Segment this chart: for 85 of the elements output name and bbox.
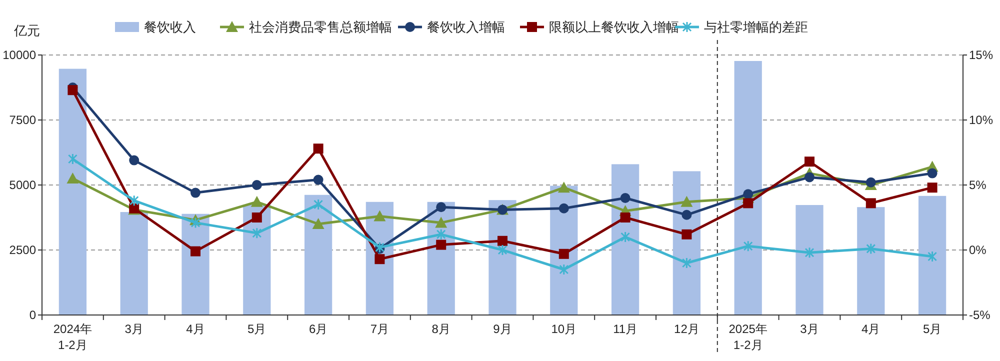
legend-label: 餐饮收入增幅 [427,20,505,35]
x-tick-label: 3月 [124,322,144,336]
y-tick-label: 2500 [9,243,36,258]
bar [918,196,946,315]
y-tick-label: 7500 [9,113,36,128]
point [866,177,876,188]
point [498,236,508,246]
point [620,231,630,243]
y-tick-label: 0 [29,308,36,322]
bar [857,207,885,315]
point [866,198,876,208]
bar [58,68,87,315]
point [374,210,386,222]
y-axis-title: 亿元 [13,23,40,38]
x-tick-label: 7月 [370,322,390,336]
x-tick-label: 10月 [551,322,577,336]
point [436,240,446,250]
point [927,182,938,193]
x-tick-label: 8月 [432,322,450,336]
y2-tick-label: -5% [969,308,991,322]
point [804,172,814,182]
x-tick-label: 2025年 1-2月 [728,322,768,352]
point [743,240,753,252]
point [129,194,139,206]
x-tick-label: 12月 [674,322,700,336]
x-tick-label: 6月 [308,322,328,336]
y-tick-label: 10000 [2,48,36,62]
point [312,218,324,229]
x-tick-label: 5月 [922,322,942,336]
point [314,198,324,210]
point [436,228,446,240]
bar [796,205,824,315]
point [252,180,262,190]
point [252,227,262,239]
point [743,189,754,200]
point [129,155,140,166]
legend-label: 社会消费品零售总额增幅 [249,20,392,35]
point [682,210,692,220]
point [620,193,630,203]
x-tick-label: 4月 [862,322,880,336]
legend-label: 与社零增幅的差距 [704,20,808,35]
point [558,248,569,259]
y-tick-label: 5000 [9,178,36,192]
point [66,172,79,184]
y2-tick-label: 5% [969,178,987,192]
point [498,244,508,256]
legend-label: 餐饮收入 [144,20,196,35]
point [927,168,938,178]
point [252,212,262,222]
x-tick-label: 5月 [248,322,266,336]
y2-tick-label: 15% [969,48,994,62]
point [804,156,814,167]
point [680,196,693,207]
point [313,144,324,154]
x-tick-label: 3月 [800,322,819,336]
point [190,246,200,256]
point [190,216,200,228]
point [559,264,569,276]
point [682,257,692,269]
point [190,188,200,198]
bar [304,194,332,315]
legend-label: 限额以上餐饮收入增幅 [549,20,679,35]
x-tick-label: 9月 [493,322,512,336]
point [435,216,448,228]
point [682,229,692,240]
x-tick-label: 4月 [186,322,205,336]
point [620,212,630,222]
x-tick-label: 11月 [613,322,638,336]
y2-tick-label: 0% [969,243,987,258]
point [866,242,876,254]
y2-tick-label: 10% [969,113,994,128]
point [313,174,324,185]
point [928,250,938,262]
point [374,254,385,264]
point [68,85,78,96]
point [804,246,814,258]
point [436,202,446,212]
point [743,198,754,208]
point [68,153,78,165]
bar [734,60,762,315]
bar [120,212,148,315]
x-tick-label: 2024年 1-2月 [53,322,92,352]
point [250,196,263,207]
point [558,203,569,214]
point [558,182,570,193]
